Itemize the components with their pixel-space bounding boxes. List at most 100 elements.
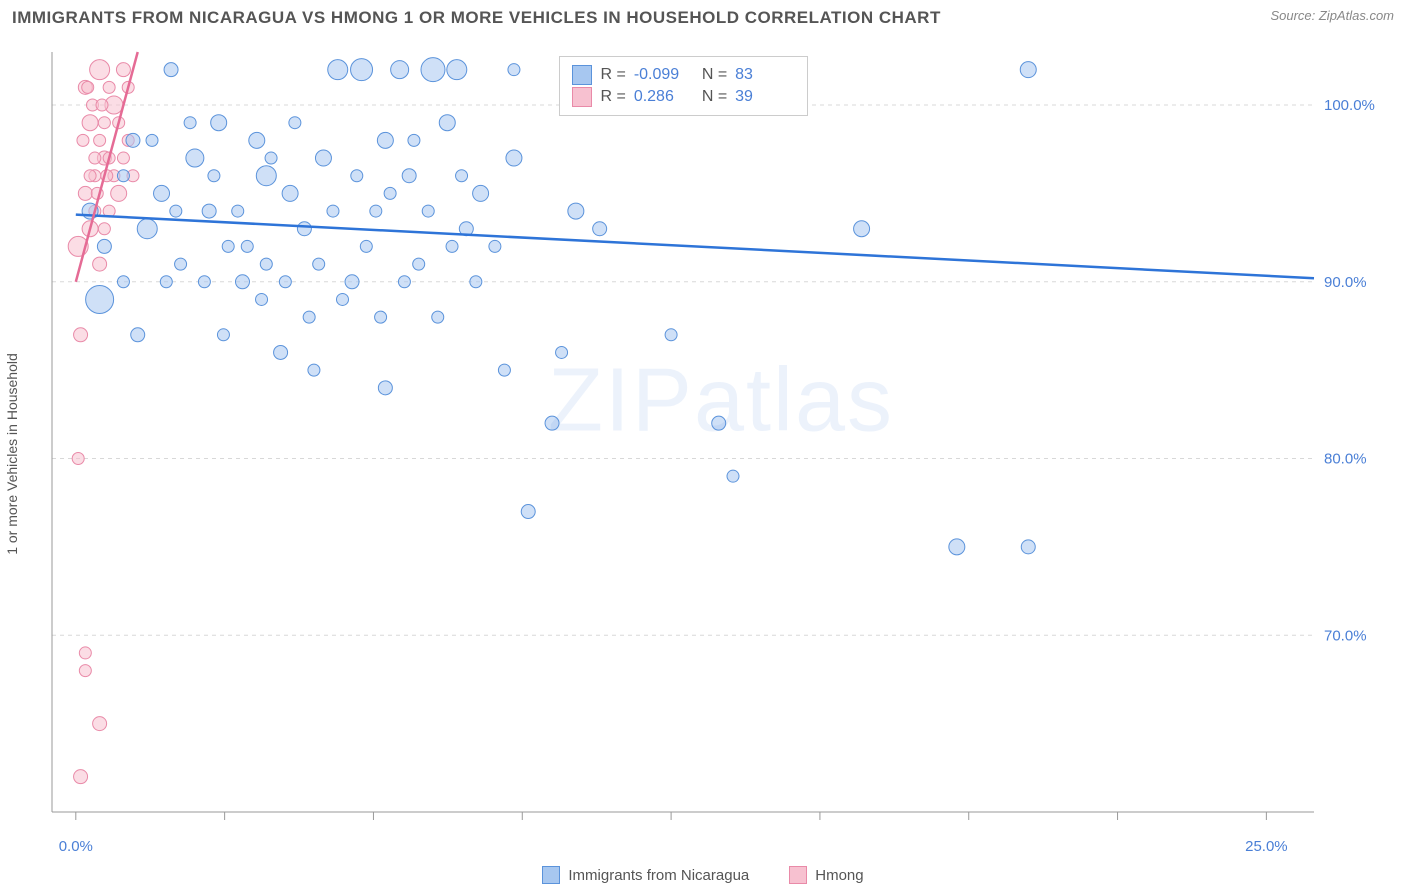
data-point xyxy=(265,152,277,164)
data-point xyxy=(712,416,726,430)
chart-title: IMMIGRANTS FROM NICARAGUA VS HMONG 1 OR … xyxy=(12,8,941,28)
data-point xyxy=(175,258,187,270)
data-point xyxy=(241,240,253,252)
data-point xyxy=(184,117,196,129)
source-attribution: Source: ZipAtlas.com xyxy=(1270,8,1394,23)
data-point xyxy=(97,239,111,253)
y-tick-label: 80.0% xyxy=(1324,451,1367,468)
data-point xyxy=(315,150,331,166)
data-point xyxy=(398,276,410,288)
data-point xyxy=(89,152,101,164)
stat-r-label-2: R = xyxy=(600,88,625,106)
data-point xyxy=(336,293,348,305)
data-point xyxy=(186,149,204,167)
data-point xyxy=(297,222,311,236)
data-point xyxy=(98,117,110,129)
legend-item-series2: Hmong xyxy=(789,866,863,884)
data-point xyxy=(222,240,234,252)
stat-r-value-2: 0.286 xyxy=(634,88,694,106)
data-point xyxy=(282,185,298,201)
data-point xyxy=(521,505,535,519)
data-point xyxy=(93,717,107,731)
data-point xyxy=(506,150,522,166)
stat-swatch-series1 xyxy=(572,65,592,85)
data-point xyxy=(313,258,325,270)
data-point xyxy=(260,258,272,270)
data-point xyxy=(473,185,489,201)
data-point xyxy=(360,240,372,252)
data-point xyxy=(198,276,210,288)
data-point xyxy=(370,205,382,217)
data-point xyxy=(377,132,393,148)
data-point xyxy=(378,381,392,395)
y-tick-label: 90.0% xyxy=(1324,274,1367,291)
data-point xyxy=(117,152,129,164)
data-point xyxy=(232,205,244,217)
data-point xyxy=(256,166,276,186)
stat-row-series1: R = -0.099 N = 83 xyxy=(572,65,795,85)
y-tick-label: 100.0% xyxy=(1324,97,1375,114)
data-point xyxy=(78,186,92,200)
data-point xyxy=(131,328,145,342)
data-point xyxy=(422,205,434,217)
data-point xyxy=(545,416,559,430)
x-axis-tick-labels: 0.0% 25.0% xyxy=(48,838,1394,858)
data-point xyxy=(1020,62,1036,78)
data-point xyxy=(421,58,445,82)
data-point xyxy=(446,240,458,252)
data-point xyxy=(328,60,348,80)
data-point xyxy=(117,170,129,182)
data-point xyxy=(489,240,501,252)
data-point xyxy=(432,311,444,323)
data-point xyxy=(126,133,140,147)
data-point xyxy=(82,81,94,93)
stat-swatch-series2 xyxy=(572,87,592,107)
data-point xyxy=(408,134,420,146)
data-point xyxy=(279,276,291,288)
stat-n-label-2: N = xyxy=(702,88,727,106)
chart-area: 70.0%80.0%90.0%100.0% ZIPatlas R = -0.09… xyxy=(48,48,1394,832)
stat-r-label-1: R = xyxy=(600,66,625,84)
data-point xyxy=(303,311,315,323)
data-point xyxy=(568,203,584,219)
data-point xyxy=(456,170,468,182)
data-point xyxy=(470,276,482,288)
bottom-legend: Immigrants from Nicaragua Hmong xyxy=(0,866,1406,884)
data-point xyxy=(86,285,114,313)
data-point xyxy=(117,276,129,288)
data-point xyxy=(202,204,216,218)
data-point xyxy=(498,364,510,376)
data-point xyxy=(402,169,416,183)
data-point xyxy=(154,185,170,201)
data-point xyxy=(77,134,89,146)
data-point xyxy=(854,221,870,237)
data-point xyxy=(84,170,96,182)
x-tick-label: 25.0% xyxy=(1245,838,1288,855)
data-point xyxy=(1021,540,1035,554)
data-point xyxy=(74,770,88,784)
data-point xyxy=(345,275,359,289)
data-point xyxy=(289,117,301,129)
data-point xyxy=(96,99,108,111)
legend-label-series1: Immigrants from Nicaragua xyxy=(568,867,749,884)
data-point xyxy=(413,258,425,270)
data-point xyxy=(146,134,158,146)
stat-row-series2: R = 0.286 N = 39 xyxy=(572,87,795,107)
data-point xyxy=(74,328,88,342)
data-point xyxy=(72,453,84,465)
stat-n-label-1: N = xyxy=(702,66,727,84)
data-point xyxy=(82,115,98,131)
data-point xyxy=(308,364,320,376)
data-point xyxy=(170,205,182,217)
stat-n-value-1: 83 xyxy=(735,66,795,84)
data-point xyxy=(94,134,106,146)
data-point xyxy=(351,59,373,81)
data-point xyxy=(235,275,249,289)
data-point xyxy=(116,63,130,77)
x-tick-label: 0.0% xyxy=(59,838,93,855)
data-point xyxy=(217,329,229,341)
data-point xyxy=(665,329,677,341)
data-point xyxy=(375,311,387,323)
legend-label-series2: Hmong xyxy=(815,867,863,884)
data-point xyxy=(111,185,127,201)
